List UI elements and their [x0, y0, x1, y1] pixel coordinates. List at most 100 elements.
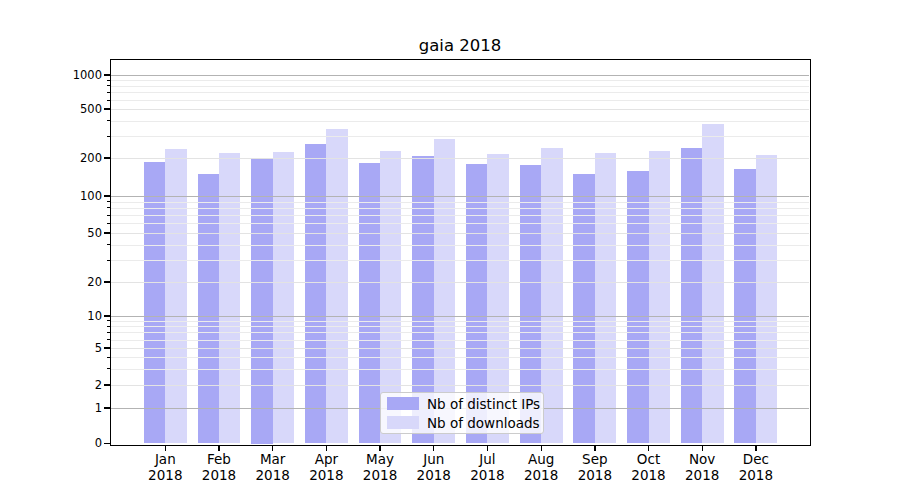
x-tick-label: Sep2018 [565, 451, 625, 483]
x-tick-month: Aug [528, 451, 554, 467]
x-tick-year: 2018 [363, 467, 397, 483]
bar-nb-of-distinct-ips-jan [144, 162, 165, 443]
x-tick-month: Mar [260, 451, 285, 467]
y-axis-minor-tick [107, 201, 111, 202]
gridline-minor [111, 136, 809, 137]
y-tick-label: 5 [30, 341, 102, 356]
gridline-minor [111, 208, 809, 209]
gridline-minor-labeled [111, 385, 809, 386]
x-axis-tick [165, 446, 166, 451]
x-tick-label: Mar2018 [243, 451, 303, 483]
gridline-minor [111, 357, 809, 358]
y-axis-minor-tick [107, 85, 111, 86]
x-axis-tick [433, 446, 434, 451]
gridline-minor [111, 321, 809, 322]
gridline-minor [111, 369, 809, 370]
y-axis-minor-tick [107, 136, 111, 137]
x-tick-year: 2018 [631, 467, 665, 483]
gridline-major [111, 316, 809, 317]
y-tick-label: 200 [30, 151, 102, 166]
y-axis-tick [104, 195, 110, 196]
y-axis-tick [104, 281, 110, 282]
gridline-minor [111, 100, 809, 101]
gridline-minor-labeled [111, 109, 809, 110]
gridline-minor-labeled [111, 282, 809, 283]
y-tick-label: 100 [30, 189, 102, 204]
x-tick-year: 2018 [685, 467, 719, 483]
y-axis-tick [104, 74, 110, 75]
y-axis-tick [104, 384, 110, 385]
bar-nb-of-downloads-nov [702, 124, 723, 444]
gridline-minor [111, 332, 809, 333]
gridline-major [111, 75, 809, 76]
gridline-minor-labeled [111, 158, 809, 159]
x-tick-label: Nov2018 [672, 451, 732, 483]
x-axis-tick [379, 446, 380, 451]
bar-nb-of-downloads-dec [756, 155, 777, 444]
x-tick-year: 2018 [309, 467, 343, 483]
x-tick-year: 2018 [524, 467, 558, 483]
y-axis-tick [104, 347, 110, 348]
y-axis-minor-tick [107, 368, 111, 369]
y-tick-label: 0 [30, 436, 102, 451]
x-tick-label: Apr2018 [296, 451, 356, 483]
x-tick-year: 2018 [578, 467, 612, 483]
x-tick-label: May2018 [350, 451, 410, 483]
bar-nb-of-distinct-ips-oct [627, 171, 648, 444]
x-tick-year: 2018 [739, 467, 773, 483]
x-axis-tick [755, 446, 756, 451]
x-tick-year: 2018 [417, 467, 451, 483]
legend-item-distinct-ips: Nb of distinct IPs [387, 396, 535, 412]
y-axis-tick [104, 315, 110, 316]
bar-nb-of-distinct-ips-apr [305, 144, 326, 444]
x-tick-label: Oct2018 [619, 451, 679, 483]
y-axis-minor-tick [107, 120, 111, 121]
gridline-minor [111, 223, 809, 224]
bar-nb-of-distinct-ips-dec [734, 169, 755, 444]
gridline-minor-labeled [111, 233, 809, 234]
bar-nb-of-downloads-aug [541, 148, 562, 443]
chart-canvas: gaia 2018 01251020501002005001000Jan2018… [0, 0, 900, 500]
bar-nb-of-downloads-apr [326, 129, 347, 444]
bar-nb-of-distinct-ips-nov [681, 148, 702, 443]
gridline-minor [111, 326, 809, 327]
x-tick-year: 2018 [148, 467, 182, 483]
legend: Nb of distinct IPs Nb of downloads [380, 392, 544, 434]
legend-item-downloads: Nb of downloads [387, 415, 535, 431]
x-axis-tick [702, 446, 703, 451]
y-axis-tick [104, 443, 110, 444]
y-axis-minor-tick [107, 326, 111, 327]
gridline-minor [111, 86, 809, 87]
gridline-minor [111, 121, 809, 122]
y-tick-label: 500 [30, 102, 102, 117]
y-tick-label: 2 [30, 378, 102, 393]
x-axis-tick [487, 446, 488, 451]
gridline-minor [111, 215, 809, 216]
x-tick-month: Dec [743, 451, 769, 467]
x-tick-label: Jan2018 [135, 451, 195, 483]
y-axis-minor-tick [107, 207, 111, 208]
y-axis-tick [104, 407, 110, 408]
x-tick-year: 2018 [255, 467, 289, 483]
x-tick-label: Aug2018 [511, 451, 571, 483]
y-axis-minor-tick [107, 92, 111, 93]
y-axis-minor-tick [107, 357, 111, 358]
x-tick-label: Feb2018 [189, 451, 249, 483]
gridline-minor [111, 92, 809, 93]
x-tick-label: Jun2018 [404, 451, 464, 483]
x-tick-month: Sep [582, 451, 607, 467]
legend-swatch-downloads-icon [387, 416, 419, 429]
y-axis-tick [104, 157, 110, 158]
gridline-major [111, 196, 809, 197]
x-tick-month: Jan [155, 451, 176, 467]
y-axis-minor-tick [107, 260, 111, 261]
y-axis-minor-tick [107, 215, 111, 216]
x-tick-year: 2018 [470, 467, 504, 483]
y-axis-tick [104, 232, 110, 233]
x-axis-tick [594, 446, 595, 451]
x-axis-tick [272, 446, 273, 451]
legend-swatch-distinct-ips-icon [387, 397, 419, 410]
gridline-minor [111, 260, 809, 261]
y-axis-minor-tick [107, 339, 111, 340]
x-axis-tick [326, 446, 327, 451]
